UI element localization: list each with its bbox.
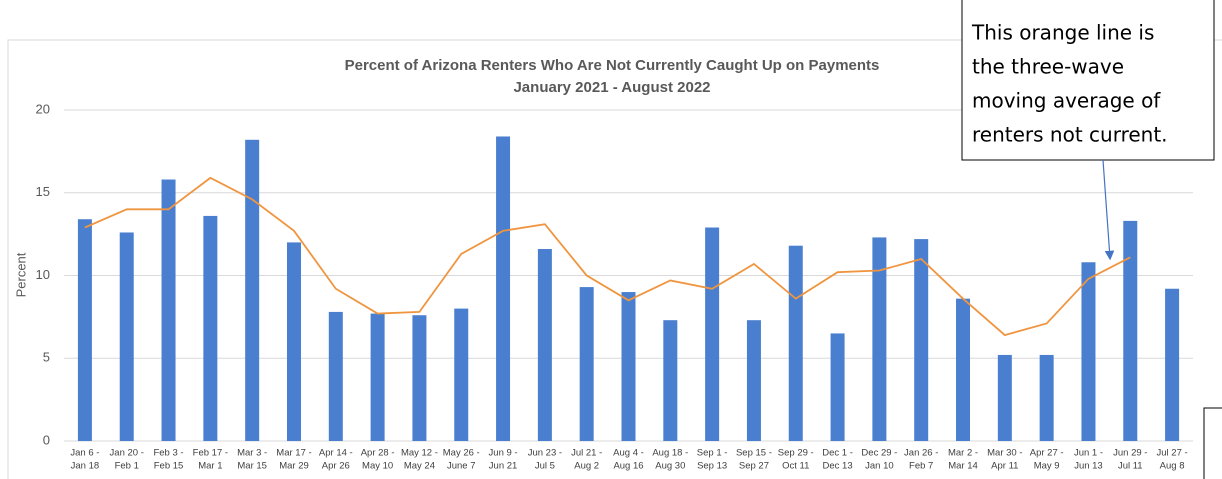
y-tick-label: 10	[36, 267, 50, 282]
bar	[830, 333, 845, 441]
x-tick-label: Sep 15 -	[736, 448, 772, 459]
bar	[77, 219, 92, 441]
bar	[621, 292, 636, 441]
y-tick-label: 15	[36, 184, 50, 199]
bar	[1081, 262, 1096, 441]
x-tick-label: Sep 13	[697, 461, 727, 472]
y-axis-label: Percent	[13, 252, 28, 297]
y-tick-label: 5	[43, 350, 50, 365]
x-tick-label: Feb 15	[154, 461, 184, 472]
x-tick-label: Apr 28 -	[361, 448, 395, 459]
x-tick-label: Aug 2	[574, 461, 599, 472]
x-tick-label: Sep 1 -	[697, 448, 728, 459]
x-tick-label: May 24	[404, 461, 435, 472]
x-tick-label: Oct 11	[782, 461, 809, 472]
x-tick-label: Mar 30 -	[987, 448, 1022, 459]
bar	[203, 215, 218, 441]
annotation-text: the three-wave	[972, 55, 1124, 79]
bar	[161, 179, 176, 441]
x-tick-label: Aug 30	[655, 461, 685, 472]
x-tick-label: Dec 1 -	[822, 448, 853, 459]
annotation-text: moving average of	[972, 89, 1161, 113]
x-tick-label: Jan 20 -	[110, 448, 144, 459]
x-tick-label: Jan 6 -	[70, 448, 99, 459]
x-tick-label: Mar 14	[948, 461, 978, 472]
x-tick-label: Mar 2 -	[948, 448, 978, 459]
x-tick-label: Jan 10	[865, 461, 894, 472]
bar	[705, 227, 720, 441]
x-tick-label: Apr 14 -	[319, 448, 353, 459]
x-tick-label: Apr 26	[322, 461, 350, 472]
x-tick-label: Apr 11	[991, 461, 1018, 472]
bar	[788, 245, 803, 441]
x-tick-label: Apr 27 -	[1030, 448, 1064, 459]
y-tick-label: 20	[36, 101, 50, 116]
x-tick-label: Mar 17 -	[276, 448, 311, 459]
bar	[245, 139, 260, 442]
x-tick-label: May 10	[362, 461, 393, 472]
x-tick-label: May 26 -	[443, 448, 480, 459]
y-tick-label: 0	[43, 432, 50, 447]
moving-average-line	[84, 176, 1131, 337]
bar	[496, 136, 511, 442]
bar	[412, 315, 427, 441]
x-tick-label: Mar 1	[198, 461, 222, 472]
x-tick-label: Mar 29	[279, 461, 309, 472]
x-tick-label: Jun 13	[1074, 461, 1103, 472]
bar	[914, 239, 929, 441]
x-tick-label: Sep 27	[739, 461, 769, 472]
bar	[872, 237, 887, 441]
x-tick-label: June 7	[447, 461, 476, 472]
x-tick-label: Jun 9 -	[489, 448, 518, 459]
bar	[370, 313, 385, 441]
x-tick-label: Jul 27 -	[1157, 448, 1188, 459]
chart-border	[7, 39, 1222, 479]
x-tick-label: Sep 29 -	[778, 448, 814, 459]
x-tick-label: Feb 3 -	[153, 448, 183, 459]
x-tick-label: May 12 -	[401, 448, 438, 459]
x-tick-label: Jul 11	[1118, 461, 1143, 472]
x-tick-label: Jun 21	[489, 461, 518, 472]
bar	[746, 320, 761, 441]
bar	[454, 308, 469, 441]
x-tick-label: Mar 3 -	[237, 448, 267, 459]
annotation-arrow	[1102, 159, 1115, 261]
chart-title: Percent of Arizona Renters Who Are Not C…	[345, 57, 880, 74]
x-tick-label: Aug 16	[613, 461, 643, 472]
chart-subtitle: January 2021 - August 2022	[513, 79, 710, 96]
bar	[997, 354, 1012, 441]
bar	[286, 242, 301, 441]
bar	[579, 287, 594, 441]
bar	[956, 298, 971, 441]
partial-box	[1203, 407, 1222, 479]
x-tick-label: Feb 7	[909, 461, 933, 472]
annotation-box	[961, 0, 1215, 161]
x-tick-label: Jan 26 -	[904, 448, 938, 459]
bar	[328, 311, 343, 441]
x-tick-label: Jul 5	[535, 461, 555, 472]
x-tick-label: Aug 18 -	[652, 448, 688, 459]
x-tick-label: May 9	[1034, 461, 1060, 472]
bar	[1039, 354, 1054, 441]
x-tick-label: Feb 1	[115, 461, 139, 472]
x-tick-label: Jun 23 -	[528, 448, 562, 459]
bar	[537, 249, 552, 441]
x-tick-label: Dec 29 -	[861, 448, 897, 459]
bar	[1123, 220, 1138, 441]
x-tick-label: Aug 8	[1160, 461, 1185, 472]
x-tick-label: Aug 4 -	[613, 448, 644, 459]
bar	[663, 320, 678, 441]
x-tick-label: Feb 17 -	[193, 448, 228, 459]
annotation-text: renters not current.	[972, 123, 1168, 147]
x-tick-label: Jun 1 -	[1074, 448, 1103, 459]
x-tick-label: Dec 13	[823, 461, 853, 472]
bar	[119, 232, 134, 441]
annotation-text: This orange line is	[971, 21, 1154, 45]
x-tick-label: Mar 15	[237, 461, 267, 472]
bar	[1165, 288, 1180, 441]
x-tick-label: Jan 18	[71, 461, 100, 472]
x-tick-label: Jun 29 -	[1113, 448, 1147, 459]
x-tick-label: Jul 21 -	[571, 448, 602, 459]
